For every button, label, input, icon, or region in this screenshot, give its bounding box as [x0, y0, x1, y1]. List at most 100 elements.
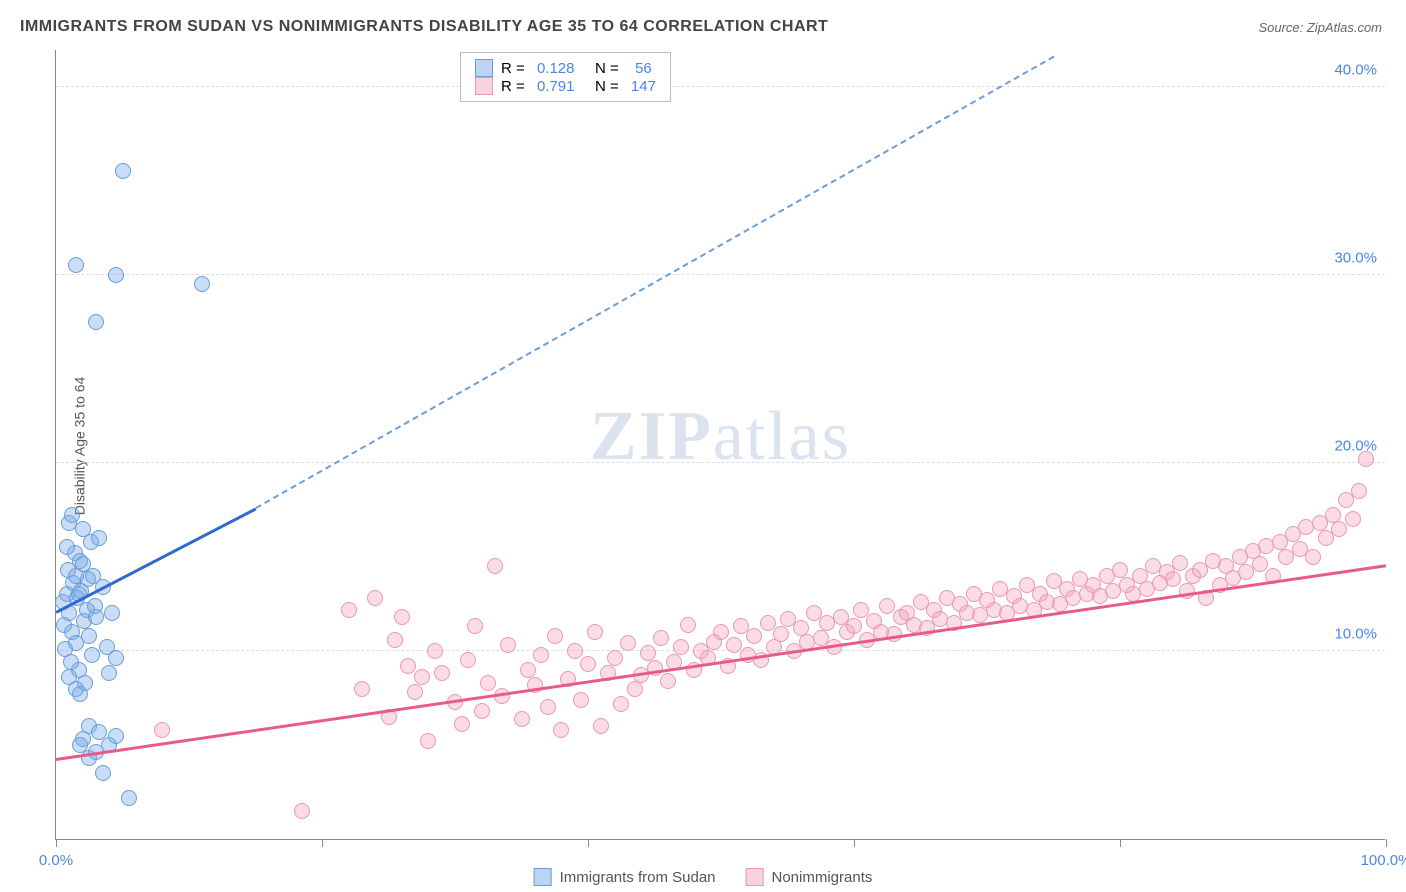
scatter-point — [467, 618, 483, 634]
trendline-pink — [56, 564, 1386, 760]
scatter-point — [61, 669, 77, 685]
n-label: N = — [582, 78, 622, 95]
scatter-point — [420, 733, 436, 749]
n-value: 56 — [635, 60, 652, 77]
stats-row-pink: R = 0.791 N = 147 — [475, 77, 656, 95]
scatter-point — [673, 639, 689, 655]
pink-swatch-icon — [475, 77, 493, 95]
scatter-point — [587, 624, 603, 640]
scatter-point — [474, 703, 490, 719]
scatter-point — [540, 699, 556, 715]
gridline — [56, 462, 1385, 463]
legend-item-pink: Nonimmigrants — [746, 868, 873, 886]
scatter-point — [91, 530, 107, 546]
x-tick-label: 0.0% — [39, 852, 73, 869]
scatter-point — [59, 539, 75, 555]
scatter-point — [454, 716, 470, 732]
scatter-point — [194, 276, 210, 292]
x-tick — [56, 839, 57, 847]
scatter-point — [607, 650, 623, 666]
scatter-point — [1172, 555, 1188, 571]
scatter-point — [1112, 562, 1128, 578]
scatter-point — [95, 765, 111, 781]
scatter-point — [660, 673, 676, 689]
scatter-point — [294, 803, 310, 819]
scatter-point — [108, 267, 124, 283]
r-value: 0.791 — [537, 78, 575, 95]
scatter-point — [341, 602, 357, 618]
scatter-point — [414, 669, 430, 685]
scatter-point — [773, 626, 789, 642]
x-tick — [1120, 839, 1121, 847]
watermark: ZIPatlas — [590, 397, 851, 477]
scatter-point — [84, 647, 100, 663]
scatter-point — [427, 643, 443, 659]
scatter-point — [154, 722, 170, 738]
scatter-point — [88, 314, 104, 330]
scatter-point — [115, 163, 131, 179]
scatter-point — [460, 652, 476, 668]
scatter-point — [500, 637, 516, 653]
scatter-point — [613, 696, 629, 712]
n-value: 147 — [631, 78, 656, 95]
gridline — [56, 274, 1385, 275]
scatter-plot-area: ZIPatlas 10.0%20.0%30.0%40.0%0.0%100.0% — [55, 50, 1385, 840]
scatter-point — [1345, 511, 1361, 527]
scatter-point — [72, 686, 88, 702]
scatter-point — [846, 618, 862, 634]
legend-label: Immigrants from Sudan — [560, 869, 716, 886]
y-tick-label: 30.0% — [1334, 249, 1377, 266]
scatter-point — [533, 647, 549, 663]
scatter-point — [407, 684, 423, 700]
scatter-point — [567, 643, 583, 659]
x-tick — [1386, 839, 1387, 847]
blue-swatch-icon — [534, 868, 552, 886]
scatter-point — [514, 711, 530, 727]
scatter-point — [1165, 571, 1181, 587]
scatter-point — [480, 675, 496, 691]
scatter-point — [434, 665, 450, 681]
scatter-point — [75, 556, 91, 572]
scatter-point — [88, 609, 104, 625]
scatter-point — [520, 662, 536, 678]
scatter-point — [487, 558, 503, 574]
scatter-point — [746, 628, 762, 644]
scatter-point — [68, 257, 84, 273]
scatter-point — [640, 645, 656, 661]
scatter-point — [1252, 556, 1268, 572]
legend-item-blue: Immigrants from Sudan — [534, 868, 716, 886]
trendline-blue-dash — [255, 56, 1054, 510]
x-tick — [322, 839, 323, 847]
scatter-point — [620, 635, 636, 651]
scatter-point — [108, 728, 124, 744]
scatter-point — [400, 658, 416, 674]
scatter-point — [1351, 483, 1367, 499]
scatter-point — [680, 617, 696, 633]
scatter-point — [1358, 451, 1374, 467]
scatter-point — [354, 681, 370, 697]
scatter-point — [387, 632, 403, 648]
scatter-point — [573, 692, 589, 708]
scatter-point — [593, 718, 609, 734]
watermark-atlas: atlas — [713, 398, 851, 475]
scatter-point — [367, 590, 383, 606]
blue-swatch-icon — [475, 59, 493, 77]
pink-swatch-icon — [746, 868, 764, 886]
scatter-point — [553, 722, 569, 738]
gridline — [56, 650, 1385, 651]
watermark-zip: ZIP — [590, 398, 713, 475]
scatter-point — [72, 737, 88, 753]
scatter-point — [64, 507, 80, 523]
r-label: R = — [501, 78, 529, 95]
source-attribution: Source: ZipAtlas.com — [1258, 20, 1382, 35]
correlation-stats-box: R = 0.128 N = 56 R = 0.791 N = 147 — [460, 52, 671, 102]
scatter-point — [108, 650, 124, 666]
scatter-point — [81, 628, 97, 644]
scatter-point — [101, 665, 117, 681]
scatter-point — [713, 624, 729, 640]
x-tick-label: 100.0% — [1361, 852, 1406, 869]
legend-label: Nonimmigrants — [772, 869, 873, 886]
scatter-point — [653, 630, 669, 646]
r-value: 0.128 — [537, 60, 575, 77]
scatter-point — [121, 790, 137, 806]
